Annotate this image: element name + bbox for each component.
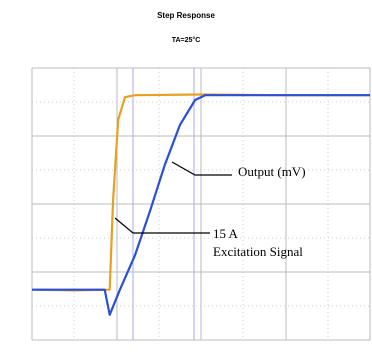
annotations: Output (mV) 15 A Excitation Signal: [115, 162, 306, 259]
grid: [32, 68, 370, 340]
leader-line: [115, 218, 210, 233]
chart-title: Step Response: [157, 11, 215, 20]
page: Step Response TA=25°C Output (mV) 15 A E…: [0, 0, 372, 361]
annotation: Output (mV): [238, 164, 306, 179]
chart: Step Response TA=25°C Output (mV) 15 A E…: [0, 0, 372, 361]
leader-line: [172, 162, 232, 175]
annotation: 15 A: [213, 226, 239, 241]
chart-subtitle: TA=25°C: [172, 36, 201, 44]
annotation: Excitation Signal: [213, 244, 303, 259]
